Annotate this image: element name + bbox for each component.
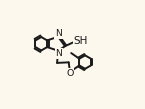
Text: SH: SH (74, 36, 88, 46)
Text: N: N (55, 49, 62, 58)
Text: O: O (66, 69, 74, 78)
Text: N: N (55, 29, 62, 38)
